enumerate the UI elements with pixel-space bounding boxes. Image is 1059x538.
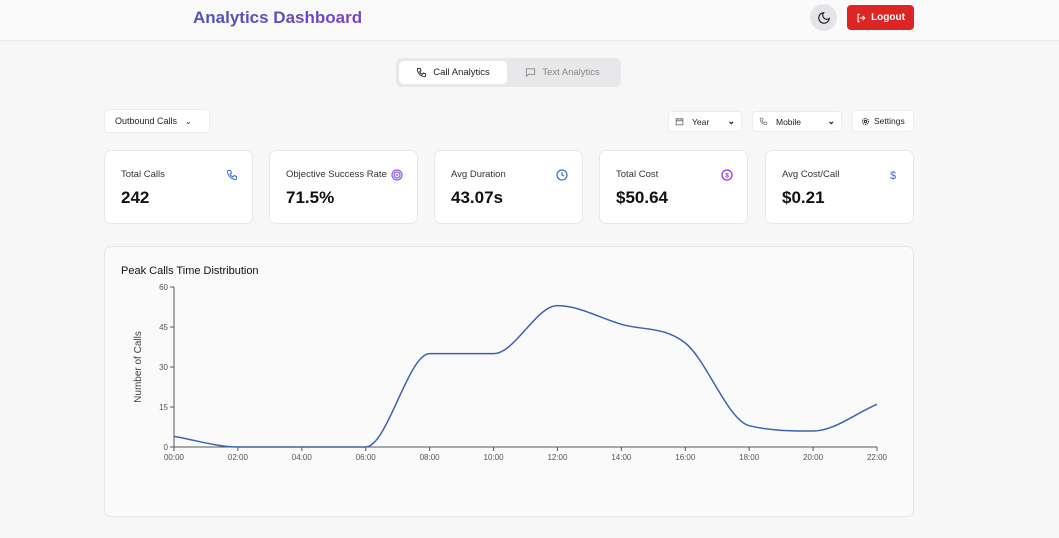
settings-button[interactable]: Settings (852, 110, 914, 132)
chevron-down-icon: ⌄ (727, 116, 735, 126)
x-tick-label: 16:00 (675, 453, 696, 462)
device-value: Mobile (776, 116, 802, 127)
dollar-circle-icon: $ (721, 169, 733, 181)
phone-icon (417, 67, 427, 78)
logout-icon (857, 13, 866, 22)
settings-label: Settings (874, 116, 905, 126)
clock-icon (556, 169, 568, 181)
stat-label: Avg Duration (451, 169, 506, 180)
device-select[interactable]: Mobile ⌄ (752, 111, 842, 132)
phone-icon (226, 170, 237, 181)
y-axis-label: Number of Calls (133, 331, 144, 403)
period-value: Year (692, 116, 710, 127)
stat-value: $50.64 (616, 188, 668, 207)
stat-card: Objective Success Rate 71.5% (269, 150, 418, 224)
stat-card: Avg Duration 43.07s (434, 150, 583, 224)
svg-text:$: $ (725, 173, 729, 180)
stat-value: $0.21 (782, 188, 825, 207)
chart-title: Peak Calls Time Distribution (121, 265, 259, 277)
tab-label: Call Analytics (433, 67, 490, 78)
x-tick-label: 00:00 (164, 453, 185, 462)
calendar-icon (675, 118, 684, 126)
theme-toggle-button[interactable] (810, 4, 837, 31)
x-tick-label: 12:00 (547, 453, 568, 462)
y-tick-label: 30 (159, 363, 168, 372)
x-tick-label: 20:00 (803, 453, 824, 462)
y-tick-label: 60 (159, 283, 168, 292)
stat-value: 71.5% (286, 188, 335, 207)
phone-icon (759, 117, 768, 126)
analytics-tabs: Call Analytics Text Analytics (396, 58, 621, 87)
calls-line (173, 304, 878, 448)
svg-text:$: $ (890, 170, 896, 181)
stat-card: Avg Cost/Call $ $0.21 (765, 150, 914, 224)
dollar-icon: $ (890, 170, 896, 181)
stat-value: 242 (121, 188, 150, 207)
logout-button[interactable]: Logout (847, 5, 914, 30)
y-tick-label: 15 (159, 403, 168, 412)
target-icon (391, 169, 403, 181)
period-select[interactable]: Year ⌄ (668, 111, 742, 132)
x-tick-label: 02:00 (228, 453, 249, 462)
chevron-down-icon: ⌄ (185, 116, 192, 126)
moon-icon (817, 11, 830, 24)
chevron-down-icon: ⌄ (827, 116, 835, 126)
stat-label: Total Cost (616, 169, 659, 180)
stat-label: Total Calls (121, 169, 165, 180)
x-tick-label: 14:00 (611, 453, 632, 462)
call-type-value: Outbound Calls (115, 116, 178, 126)
header: Analytics Dashboard Logout (0, 0, 1059, 41)
stat-card: Total Calls 242 (104, 150, 253, 224)
page-title: Analytics Dashboard (193, 8, 363, 27)
tab-label: Text Analytics (542, 67, 600, 78)
y-tick-label: 0 (164, 443, 169, 452)
message-icon (526, 68, 536, 78)
y-tick-label: 45 (159, 323, 168, 332)
x-tick-label: 10:00 (484, 453, 505, 462)
stat-label: Avg Cost/Call (782, 169, 840, 180)
tab-call-analytics[interactable]: Call Analytics (399, 61, 507, 84)
logout-label: Logout (871, 12, 905, 23)
x-tick-label: 06:00 (356, 453, 377, 462)
call-type-dropdown[interactable]: Outbound Calls ⌄ (104, 109, 210, 133)
peak-calls-chart-card: Peak Calls Time Distribution (104, 246, 914, 517)
tab-text-analytics[interactable]: Text Analytics (507, 61, 618, 84)
stat-label: Objective Success Rate (286, 169, 387, 180)
gear-icon (861, 117, 870, 125)
x-tick-label: 08:00 (420, 453, 441, 462)
stat-card: Total Cost $ $50.64 (599, 150, 748, 224)
x-tick-label: 04:00 (292, 453, 313, 462)
stat-value: 43.07s (451, 188, 503, 207)
x-tick-label: 22:00 (867, 453, 888, 462)
x-tick-label: 18:00 (739, 453, 760, 462)
